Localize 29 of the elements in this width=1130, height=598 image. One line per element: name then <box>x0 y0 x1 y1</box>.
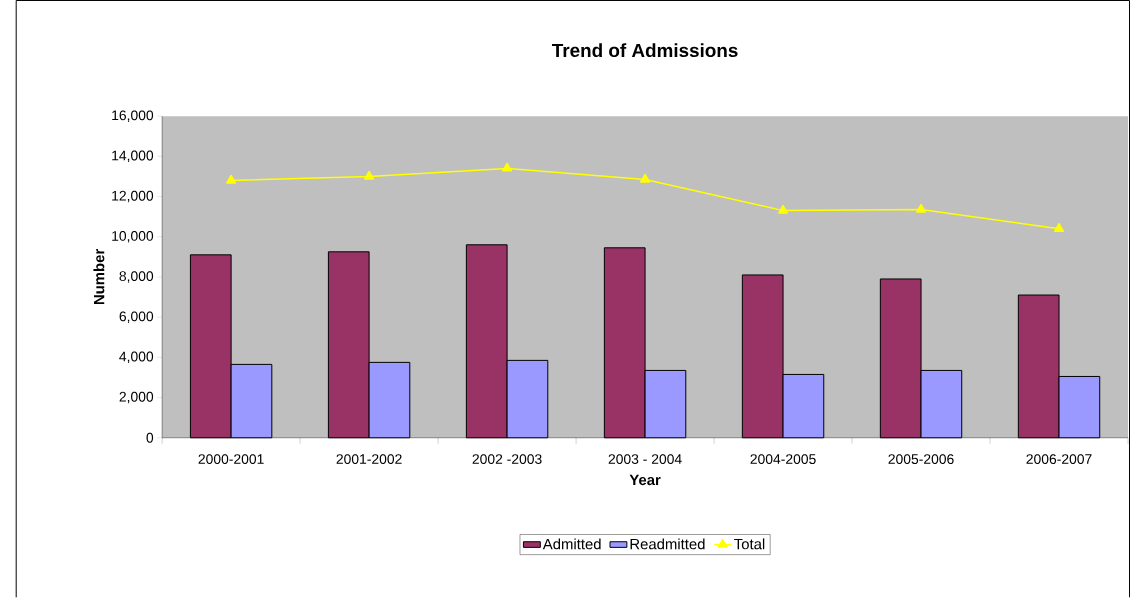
point <box>226 174 237 184</box>
y-tick-label: 2,000 <box>119 392 154 404</box>
y-tick-label: 8,000 <box>119 271 154 283</box>
y-tick-label: 16,000 <box>112 110 154 123</box>
x-tick-label: 2002 -2003 <box>472 454 542 465</box>
x-tick-label: 2005-2006 <box>888 454 954 465</box>
y-tick-label: 6,000 <box>119 311 154 324</box>
x-tick-label: 2003 - 2004 <box>608 454 682 465</box>
legend-label: Readmitted <box>630 538 705 550</box>
x-tick-label: 2006-2007 <box>1026 454 1092 465</box>
y-tick-label: 14,000 <box>112 150 154 163</box>
chart-title: Trend of Admissions <box>552 43 738 58</box>
y-axis-title: Number <box>93 249 105 305</box>
y-tick-label: 12,000 <box>112 191 154 203</box>
point <box>916 204 927 214</box>
legend-label: Admitted <box>542 538 601 550</box>
point <box>778 205 789 215</box>
y-tick-label: 4,000 <box>119 351 154 364</box>
x-tick-label: 2001-2002 <box>336 454 402 465</box>
point <box>364 170 375 180</box>
y-tick-label: 10,000 <box>112 231 154 243</box>
x-tick-label: 2004-2005 <box>750 454 816 465</box>
legend-label: Total <box>734 538 765 550</box>
point <box>502 162 513 172</box>
y-tick-label: 0 <box>146 433 154 443</box>
point <box>640 173 651 183</box>
x-axis-title: Year <box>629 474 661 486</box>
x-tick-label: 2000-2001 <box>198 454 264 465</box>
point <box>1053 223 1065 233</box>
